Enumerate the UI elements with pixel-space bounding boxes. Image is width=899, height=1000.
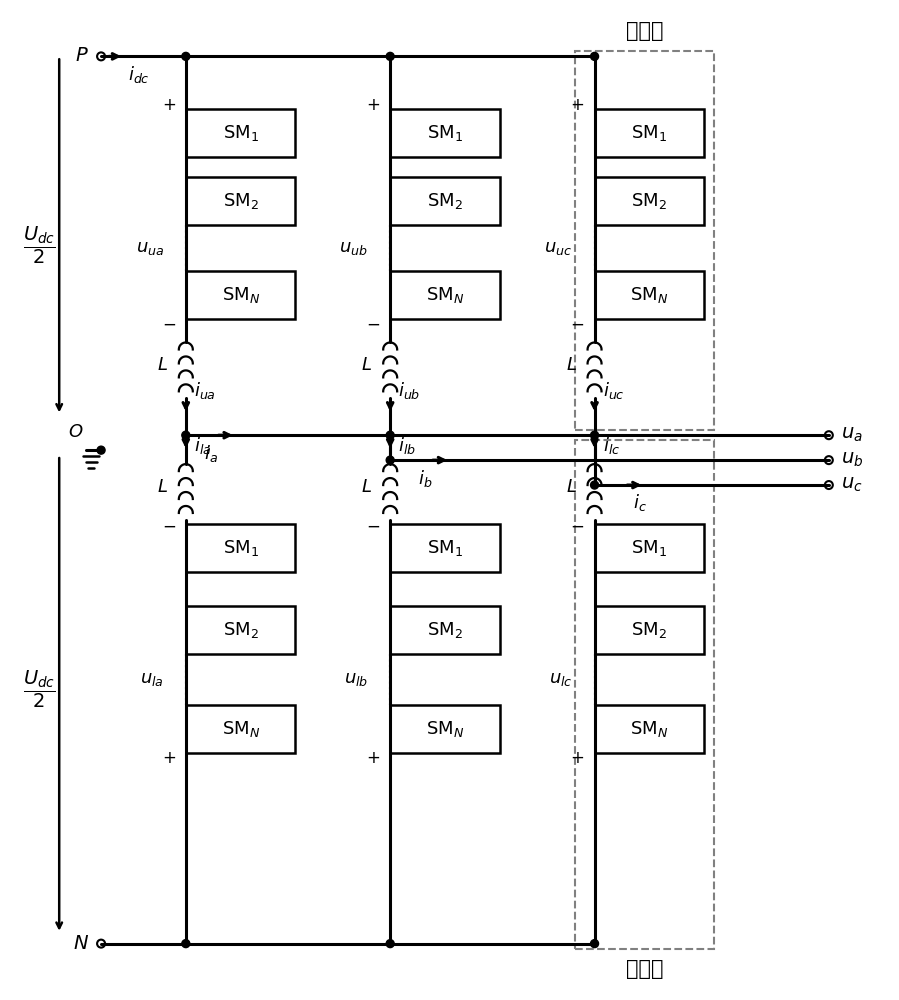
Text: $\mathrm{SM}_{2}$: $\mathrm{SM}_{2}$: [631, 620, 667, 640]
Text: $-$: $-$: [571, 517, 584, 535]
Text: $\mathrm{SM}_{1}$: $\mathrm{SM}_{1}$: [631, 123, 667, 143]
Text: $+$: $+$: [162, 749, 176, 767]
Circle shape: [387, 456, 394, 464]
Bar: [594, 705, 704, 753]
Text: $+$: $+$: [366, 96, 380, 114]
Text: $\mathrm{SM}_{1}$: $\mathrm{SM}_{1}$: [427, 538, 463, 558]
Text: $L$: $L$: [361, 356, 372, 374]
Text: $+$: $+$: [162, 96, 176, 114]
Bar: [186, 524, 296, 572]
Text: $-$: $-$: [162, 517, 176, 535]
Text: $L$: $L$: [361, 478, 372, 496]
Text: $L$: $L$: [157, 356, 168, 374]
Bar: [186, 177, 296, 225]
Text: $\mathrm{SM}_{2}$: $\mathrm{SM}_{2}$: [223, 191, 259, 211]
Text: $u_{lc}$: $u_{lc}$: [549, 670, 573, 688]
Circle shape: [591, 481, 599, 489]
Bar: [186, 705, 296, 753]
Text: $\mathrm{SM}_{1}$: $\mathrm{SM}_{1}$: [427, 123, 463, 143]
Text: $i_{ua}$: $i_{ua}$: [194, 380, 216, 401]
Text: 上桥臂: 上桥臂: [626, 21, 663, 41]
Circle shape: [387, 52, 394, 60]
Bar: [390, 177, 500, 225]
Circle shape: [387, 431, 394, 439]
Bar: [594, 606, 704, 654]
Text: $\mathrm{SM}_{1}$: $\mathrm{SM}_{1}$: [223, 123, 259, 143]
Bar: [390, 705, 500, 753]
Text: $\mathrm{SM}_{1}$: $\mathrm{SM}_{1}$: [631, 538, 667, 558]
Text: $i_{dc}$: $i_{dc}$: [128, 64, 150, 85]
Bar: [594, 109, 704, 157]
Bar: [574, 51, 714, 430]
Bar: [390, 271, 500, 319]
Text: $+$: $+$: [366, 749, 380, 767]
Circle shape: [591, 940, 599, 948]
Circle shape: [591, 431, 599, 439]
Circle shape: [182, 431, 190, 439]
Bar: [390, 109, 500, 157]
Text: $i_a$: $i_a$: [204, 443, 218, 464]
Text: $\mathrm{SM}_{N}$: $\mathrm{SM}_{N}$: [630, 285, 669, 305]
Text: 下桥臂: 下桥臂: [626, 959, 663, 979]
Text: $i_c$: $i_c$: [633, 492, 646, 513]
Circle shape: [387, 940, 394, 948]
Text: $-$: $-$: [162, 315, 176, 333]
Text: $\mathrm{SM}_{N}$: $\mathrm{SM}_{N}$: [426, 719, 464, 739]
Text: $i_{lc}$: $i_{lc}$: [602, 435, 619, 456]
Text: $\mathrm{SM}_{N}$: $\mathrm{SM}_{N}$: [221, 285, 260, 305]
Text: $\mathrm{SM}_{2}$: $\mathrm{SM}_{2}$: [631, 191, 667, 211]
Text: $\mathrm{SM}_{N}$: $\mathrm{SM}_{N}$: [426, 285, 464, 305]
Circle shape: [182, 52, 190, 60]
Text: $\mathrm{SM}_{N}$: $\mathrm{SM}_{N}$: [221, 719, 260, 739]
Text: $u_{ua}$: $u_{ua}$: [136, 239, 164, 257]
Bar: [390, 524, 500, 572]
Text: $u_{uc}$: $u_{uc}$: [545, 239, 573, 257]
Text: $u_a$: $u_a$: [841, 426, 863, 444]
Bar: [186, 271, 296, 319]
Text: $+$: $+$: [571, 749, 584, 767]
Bar: [594, 177, 704, 225]
Text: $u_{lb}$: $u_{lb}$: [344, 670, 369, 688]
Text: $N$: $N$: [73, 935, 89, 953]
Text: $O$: $O$: [68, 423, 84, 441]
Text: $\mathrm{SM}_{N}$: $\mathrm{SM}_{N}$: [630, 719, 669, 739]
Text: $\mathrm{SM}_{1}$: $\mathrm{SM}_{1}$: [223, 538, 259, 558]
Bar: [594, 271, 704, 319]
Bar: [574, 440, 714, 949]
Text: $L$: $L$: [157, 478, 168, 496]
Circle shape: [182, 940, 190, 948]
Text: $\mathrm{SM}_{2}$: $\mathrm{SM}_{2}$: [427, 620, 463, 640]
Text: $\dfrac{U_{dc}}{2}$: $\dfrac{U_{dc}}{2}$: [22, 669, 56, 710]
Bar: [390, 606, 500, 654]
Text: $\mathrm{SM}_{2}$: $\mathrm{SM}_{2}$: [223, 620, 259, 640]
Text: $i_{ub}$: $i_{ub}$: [398, 380, 421, 401]
Text: $P$: $P$: [76, 47, 89, 65]
Text: $u_{la}$: $u_{la}$: [140, 670, 164, 688]
Text: $\mathrm{SM}_{2}$: $\mathrm{SM}_{2}$: [427, 191, 463, 211]
Text: $u_b$: $u_b$: [841, 451, 863, 469]
Text: $-$: $-$: [366, 517, 380, 535]
Circle shape: [591, 52, 599, 60]
Circle shape: [97, 446, 105, 454]
Text: $i_{uc}$: $i_{uc}$: [602, 380, 624, 401]
Text: $i_b$: $i_b$: [418, 468, 432, 489]
Bar: [186, 606, 296, 654]
Text: $u_{ub}$: $u_{ub}$: [340, 239, 369, 257]
Bar: [186, 109, 296, 157]
Text: $u_c$: $u_c$: [841, 476, 862, 494]
Text: $L$: $L$: [565, 356, 576, 374]
Text: $\dfrac{U_{dc}}{2}$: $\dfrac{U_{dc}}{2}$: [22, 225, 56, 266]
Text: $+$: $+$: [571, 96, 584, 114]
Text: $i_{lb}$: $i_{lb}$: [398, 435, 416, 456]
Text: $-$: $-$: [571, 315, 584, 333]
Text: $-$: $-$: [366, 315, 380, 333]
Text: $i_{la}$: $i_{la}$: [194, 435, 211, 456]
Bar: [594, 524, 704, 572]
Text: $L$: $L$: [565, 478, 576, 496]
